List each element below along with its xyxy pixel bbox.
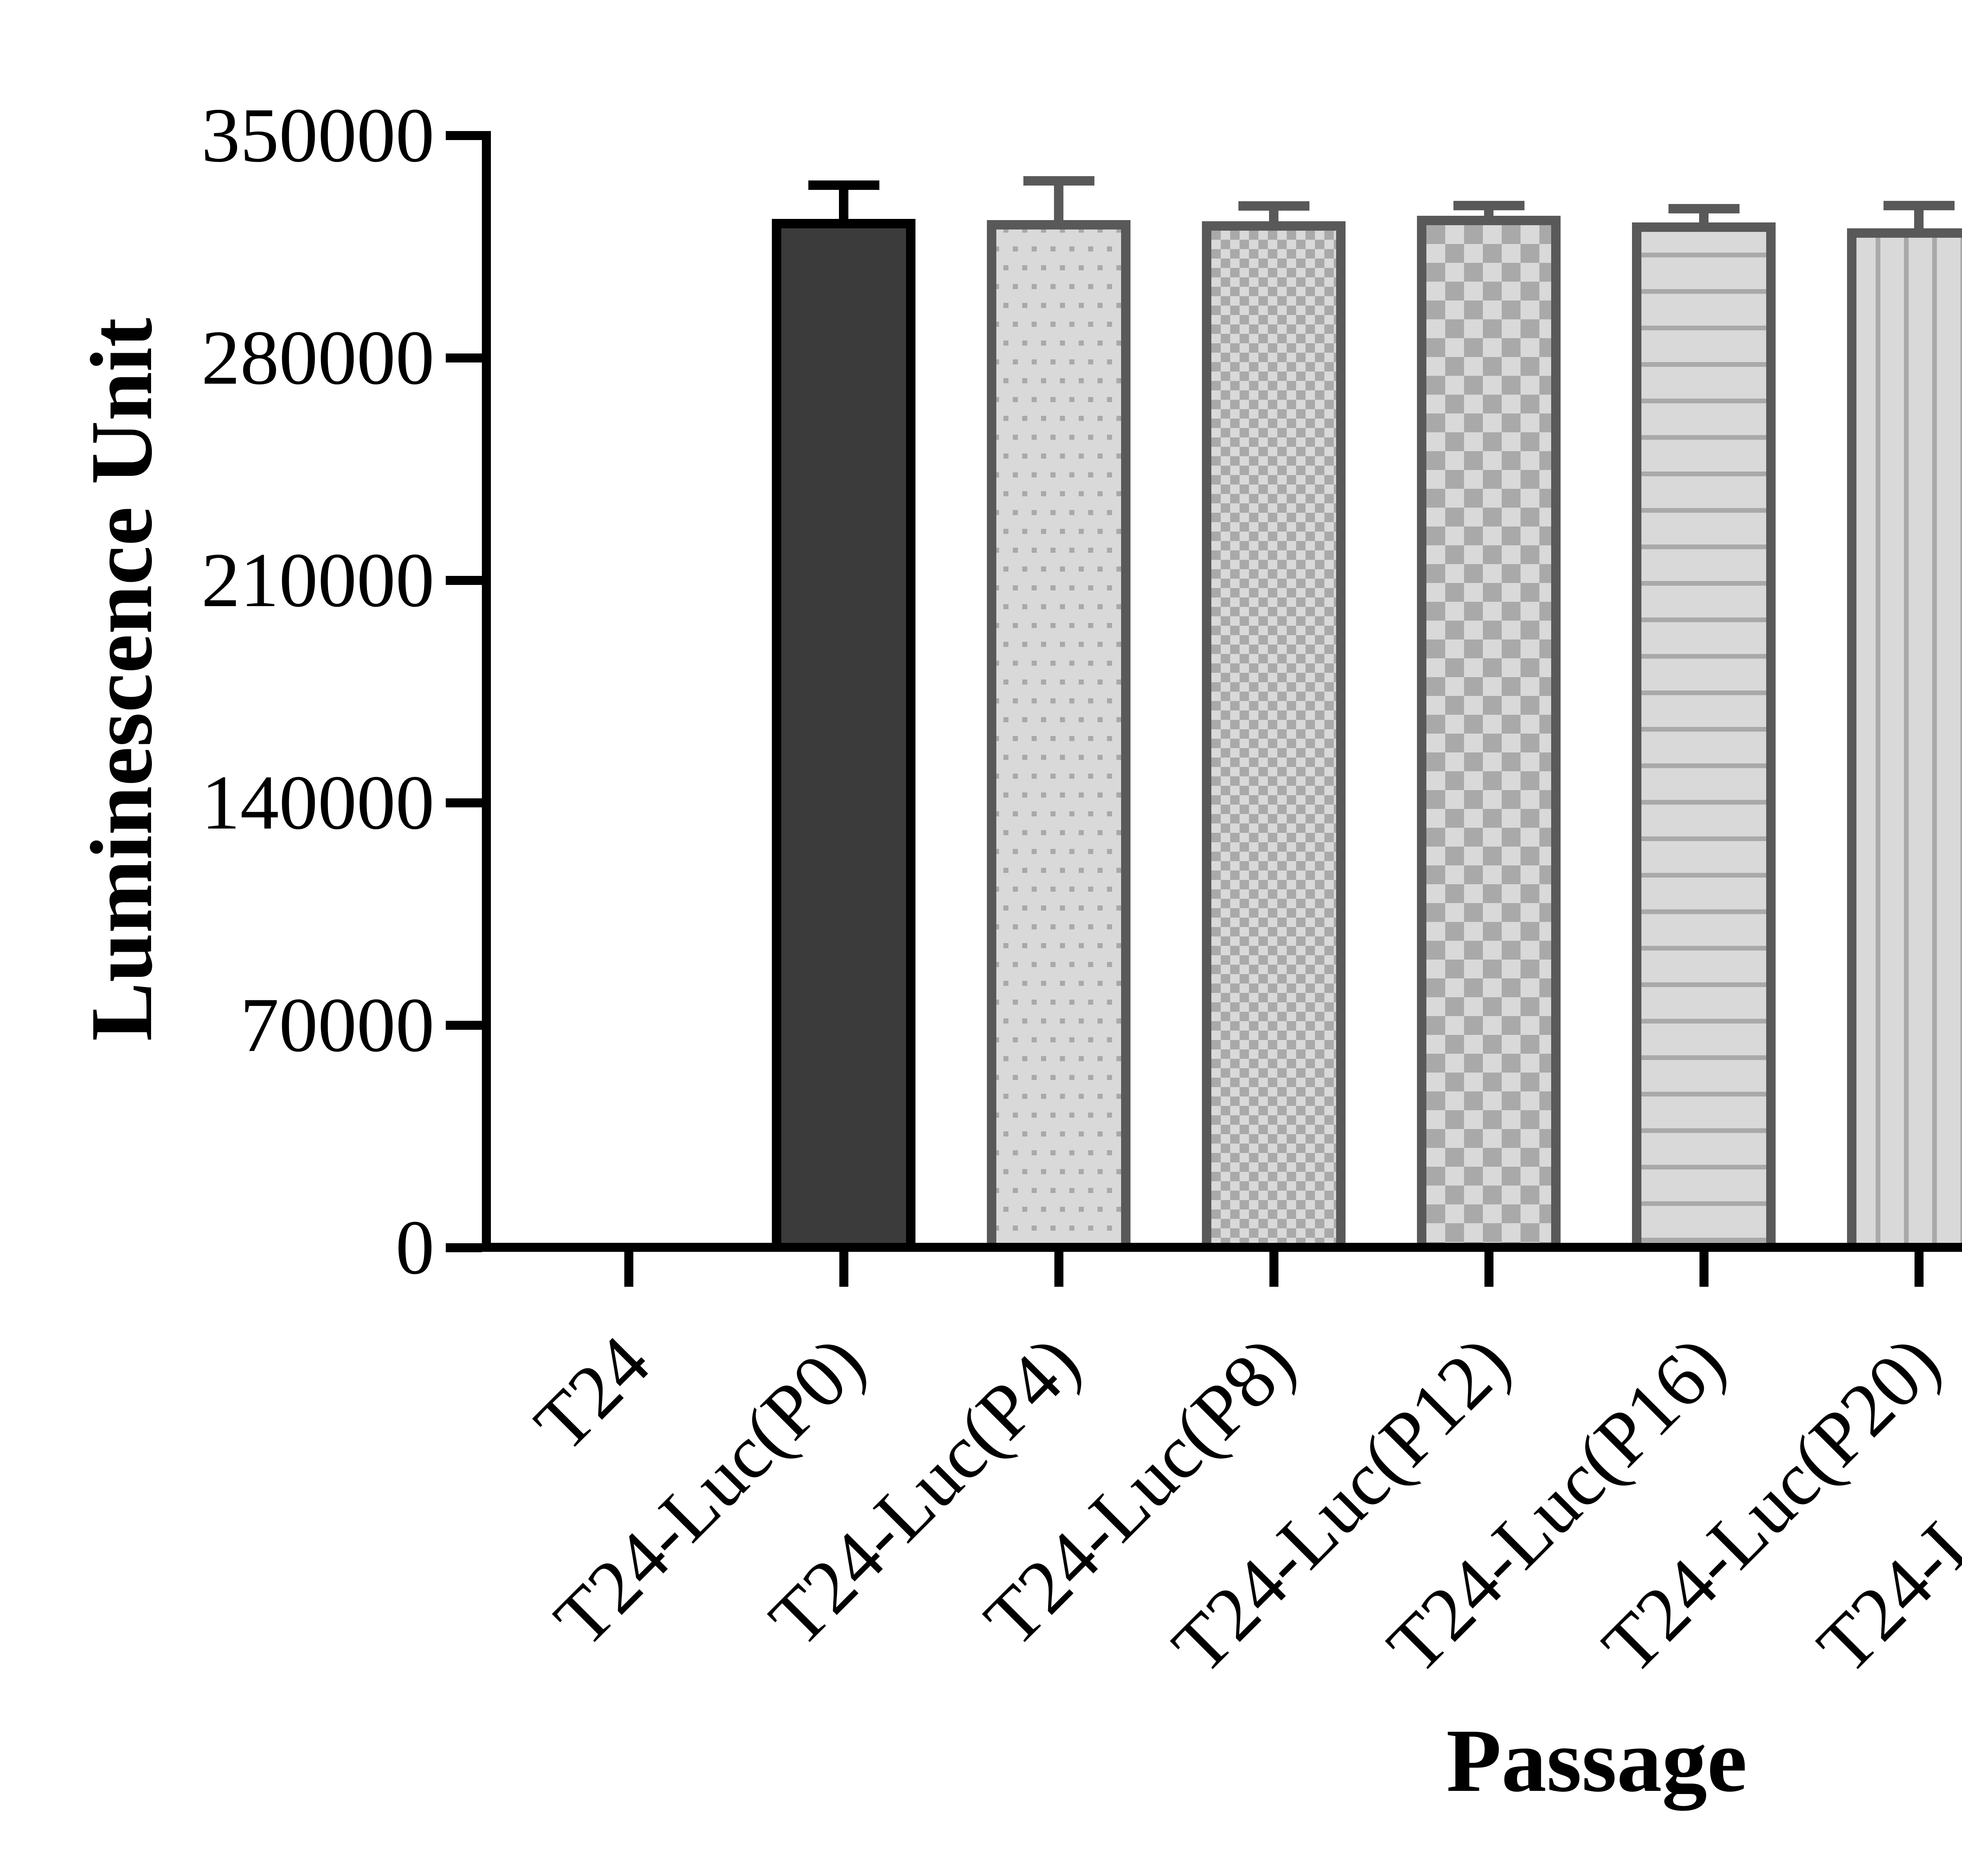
svg-text:Luminescence Unit: Luminescence Unit [72,318,170,1041]
svg-text:210000: 210000 [201,537,434,623]
svg-text:Passage: Passage [1446,1710,1747,1811]
svg-text:0: 0 [396,1204,434,1290]
svg-text:70000: 70000 [240,982,434,1068]
svg-text:140000: 140000 [201,760,434,845]
svg-text:280000: 280000 [201,315,434,401]
svg-text:350000: 350000 [201,92,434,178]
